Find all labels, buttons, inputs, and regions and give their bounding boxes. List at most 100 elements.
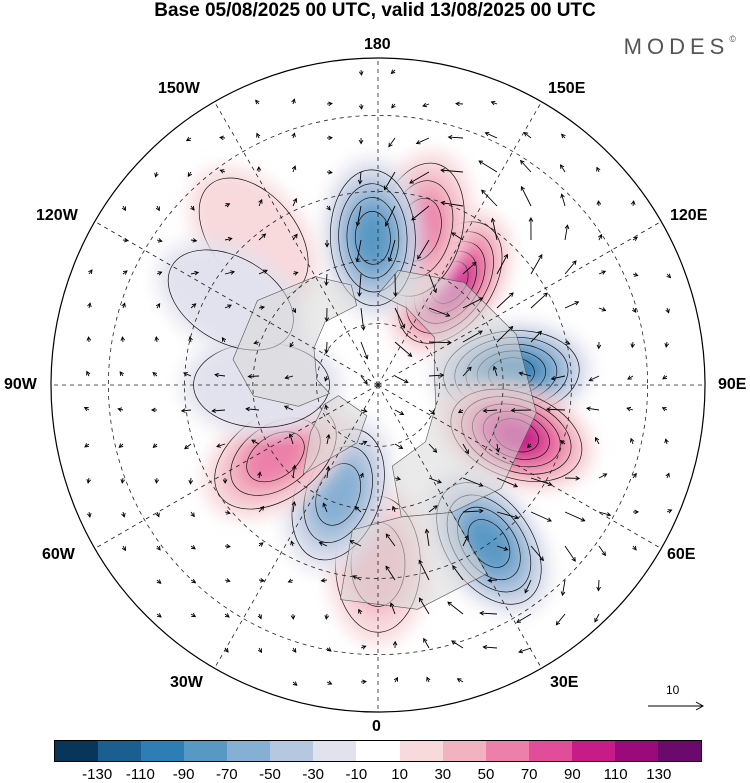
wind-arrow <box>666 273 672 279</box>
lon-label-90e: 90E <box>718 376 747 393</box>
meridian-line <box>94 221 379 386</box>
colorbar-tick-label: 90 <box>564 766 581 783</box>
wind-arrow <box>352 575 362 581</box>
wind-arrow <box>530 330 543 343</box>
map-title: Base 05/08/2025 00 UTC, valid 13/08/2025… <box>154 0 596 21</box>
colorbar-tick-label: -110 <box>125 766 155 783</box>
wind-arrow <box>418 559 430 581</box>
wind-arrow <box>409 171 430 184</box>
wind-arrow <box>224 543 231 549</box>
wind-arrow <box>496 511 520 520</box>
wind-arrow <box>428 273 437 294</box>
wind-arrow <box>155 511 160 518</box>
wind-arrow <box>588 375 600 382</box>
wind-arrow <box>559 440 566 445</box>
wind-arrow <box>564 476 581 481</box>
colorbar-swatch <box>614 741 658 761</box>
wind-arrow <box>325 465 331 479</box>
wind-arrow <box>190 303 197 309</box>
wind-arrow <box>156 579 162 584</box>
wind-arrow <box>564 224 570 241</box>
wind-arrow <box>152 443 158 449</box>
wind-arrow <box>224 236 233 242</box>
wind-arrow <box>349 540 362 547</box>
streamline <box>315 463 361 526</box>
wind-arrow <box>394 476 401 481</box>
lon-label-30w: 30W <box>170 674 203 691</box>
wind-arrow <box>284 375 294 380</box>
wind-arrow <box>156 613 162 618</box>
wind-arrow <box>224 510 231 515</box>
wind-arrow <box>394 443 404 449</box>
wind-arrow <box>291 132 296 139</box>
wind-arrow <box>224 578 231 583</box>
wind-arrow <box>564 260 577 275</box>
wind-arrow <box>221 336 227 343</box>
wind-arrow <box>665 472 670 479</box>
wind-arrow <box>598 473 608 479</box>
colorbar-tick-label: -90 <box>172 766 195 783</box>
colorbar-tick-label: -130 <box>82 766 113 783</box>
wind-arrow <box>391 505 397 513</box>
wind-arrow <box>496 477 519 488</box>
wind-arrow <box>596 341 602 350</box>
meridian-line <box>377 384 662 549</box>
wind-arrow <box>423 637 430 649</box>
wind-arrow <box>388 137 396 148</box>
streamline <box>329 169 416 307</box>
meridian-line <box>377 101 542 386</box>
anomaly-contour <box>352 206 394 269</box>
wind-arrow <box>560 193 566 207</box>
wind-arrow <box>222 477 228 484</box>
wind-arrow <box>326 647 332 652</box>
wind-arrow <box>120 477 126 484</box>
wind-arrow <box>190 205 195 211</box>
wind-arrow <box>496 325 514 343</box>
wind-arrow <box>360 375 368 385</box>
wind-arrow <box>428 477 442 484</box>
streamline <box>346 197 400 279</box>
wind-arrow <box>524 579 532 594</box>
reference-vector-label: 10 <box>666 683 680 697</box>
wind-arrow <box>88 269 93 275</box>
wind-arrow <box>360 408 368 413</box>
wind-arrow <box>355 239 362 263</box>
wind-arrow <box>457 408 464 414</box>
reference-vector: 10 <box>646 683 706 713</box>
wind-arrow <box>360 645 367 650</box>
meridian-line <box>377 384 542 669</box>
wind-arrow <box>216 443 226 448</box>
wind-arrow <box>630 200 636 207</box>
wind-arrow <box>190 511 195 518</box>
wind-arrow <box>447 601 464 615</box>
wind-arrow <box>594 613 600 623</box>
colorbar-tick-label: -10 <box>345 766 368 783</box>
wind-arrow <box>664 341 670 348</box>
wind-arrow <box>530 254 543 275</box>
wind-arrow <box>387 239 396 263</box>
streamline <box>338 183 408 293</box>
wind-arrow <box>394 307 406 329</box>
colorbar-tick-label: -50 <box>259 766 281 783</box>
wind-arrow <box>561 133 566 139</box>
wind-arrow <box>394 375 409 384</box>
wind-arrow <box>258 542 264 547</box>
wind-arrow <box>555 613 566 626</box>
wind-arrow <box>360 307 366 331</box>
wind-arrow <box>424 528 430 547</box>
wind-arrow <box>219 169 226 174</box>
wind-arrow <box>630 341 636 349</box>
wind-arrow <box>598 545 606 557</box>
wind-arrow <box>291 464 297 479</box>
lon-label-60w: 60W <box>42 546 75 563</box>
wind-arrow <box>326 205 331 211</box>
wind-arrow <box>290 540 295 547</box>
colorbar <box>54 740 702 762</box>
wind-arrow <box>122 270 128 275</box>
wind-arrow <box>564 301 580 309</box>
wind-arrow <box>428 505 438 513</box>
wind-arrow <box>118 443 124 448</box>
wind-arrow <box>426 676 431 683</box>
wind-arrow <box>190 545 196 550</box>
wind-arrow <box>462 297 484 309</box>
